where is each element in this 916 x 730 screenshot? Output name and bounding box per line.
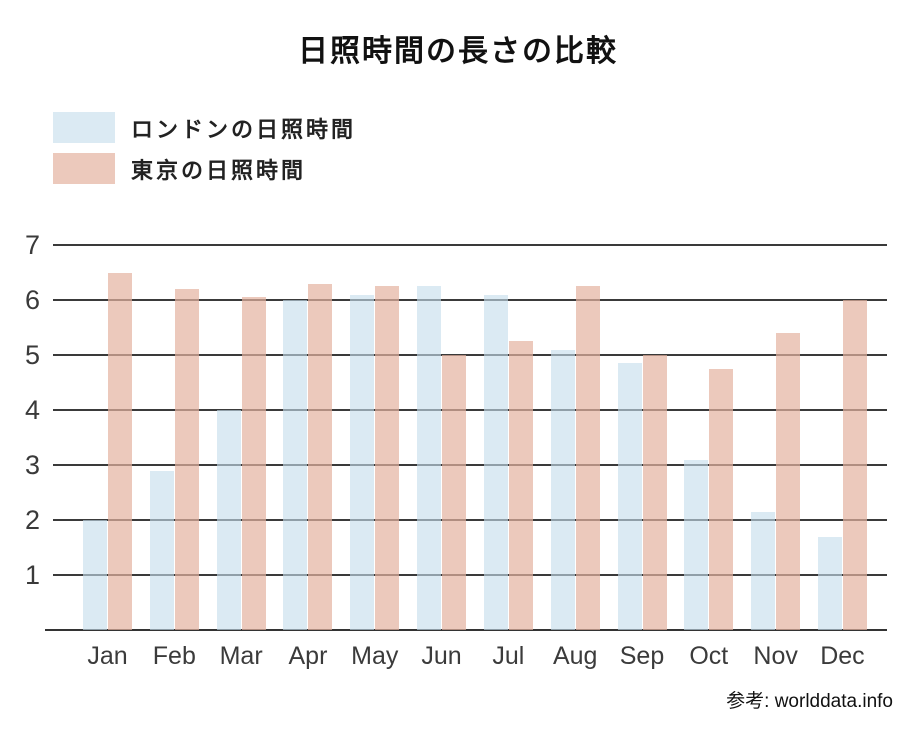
y-axis-label-3: 3 (24, 450, 40, 480)
bar-tokyo-dec (842, 300, 867, 630)
x-axis-label-sep: Sep (619, 642, 665, 670)
x-axis-line (45, 629, 887, 631)
bar-group-jan: Jan (83, 272, 132, 670)
y-axis-label-5: 5 (24, 340, 40, 370)
bar-london-oct (684, 459, 709, 630)
legend: ロンドンの日照時間 東京の日照時間 (53, 112, 356, 194)
gridline-7 (53, 244, 887, 246)
legend-item-london: ロンドンの日照時間 (53, 112, 356, 143)
y-axis-label-4: 4 (24, 395, 40, 425)
bar-tokyo-nov (776, 333, 801, 630)
bar-london-apr (283, 300, 308, 630)
bar-group-aug: Aug (550, 286, 600, 670)
legend-item-tokyo: 東京の日照時間 (53, 153, 356, 184)
bar-london-may (350, 294, 375, 630)
x-axis-label-dec: Dec (820, 642, 865, 670)
x-axis-label-may: May (351, 642, 399, 670)
gridline-2 (53, 519, 887, 521)
bar-london-dec (817, 536, 842, 630)
bar-tokyo-aug (575, 286, 600, 630)
bar-london-jun (417, 286, 442, 630)
legend-label-london: ロンドンの日照時間 (131, 116, 357, 142)
bar-group-mar: Mar (216, 297, 266, 670)
x-axis-label-aug: Aug (552, 642, 598, 670)
bar-london-jul (483, 294, 508, 630)
bar-london-mar (216, 410, 241, 630)
bar-group-may: May (350, 286, 400, 670)
bar-group-apr: Apr (283, 283, 333, 670)
x-axis-label-jun: Jun (421, 642, 462, 670)
gridline-5 (53, 354, 887, 356)
bar-london-feb (149, 470, 174, 630)
x-axis-label-jul: Jul (492, 642, 525, 670)
bar-group-jun: Jun (417, 286, 467, 670)
legend-swatch-tokyo (53, 153, 115, 184)
y-axis-label-2: 2 (24, 505, 40, 535)
bar-tokyo-jul (508, 341, 533, 630)
bar-tokyo-feb (174, 289, 199, 630)
source-note: 参考: worlddata.info (726, 691, 893, 712)
bar-london-sep (617, 363, 642, 630)
x-axis-label-feb: Feb (152, 642, 196, 670)
bars-container: Jan Feb Mar Apr May Jun Jul Aug Sep Oct Nov Dec (53, 245, 887, 670)
bar-tokyo-mar (241, 297, 266, 630)
bar-tokyo-jun (442, 355, 467, 630)
chart-title: 日照時間の長さの比較 (298, 35, 618, 68)
x-axis-label-apr: Apr (288, 642, 328, 670)
bar-group-nov: Nov (751, 333, 801, 670)
legend-label-tokyo: 東京の日照時間 (131, 157, 307, 183)
bar-london-nov (751, 511, 776, 630)
y-axis-label-1: 1 (24, 560, 40, 590)
bar-group-jul: Jul (483, 294, 533, 670)
gridline-4 (53, 409, 887, 411)
y-axis-label-6: 6 (24, 285, 40, 315)
x-axis-label-nov: Nov (753, 642, 798, 670)
gridline-6 (53, 299, 887, 301)
bar-london-jan (83, 520, 107, 630)
x-axis-label-mar: Mar (219, 642, 263, 670)
bar-group-dec: Dec (817, 300, 867, 670)
gridline-1 (53, 574, 887, 576)
bar-group-oct: Oct (684, 368, 734, 670)
bar-tokyo-oct (709, 368, 734, 630)
bar-tokyo-apr (308, 283, 333, 630)
bar-group-feb: Feb (149, 289, 199, 670)
bar-london-aug (550, 349, 575, 630)
bar-group-sep: Sep (617, 355, 667, 670)
legend-swatch-london (53, 112, 115, 143)
bar-tokyo-jan (108, 272, 132, 630)
x-axis-label-jan: Jan (87, 642, 128, 670)
gridline-3 (53, 464, 887, 466)
bar-tokyo-may (375, 286, 400, 630)
bar-tokyo-sep (642, 355, 667, 630)
x-axis-label-oct: Oct (689, 642, 729, 670)
y-axis-label-7: 7 (24, 230, 40, 260)
